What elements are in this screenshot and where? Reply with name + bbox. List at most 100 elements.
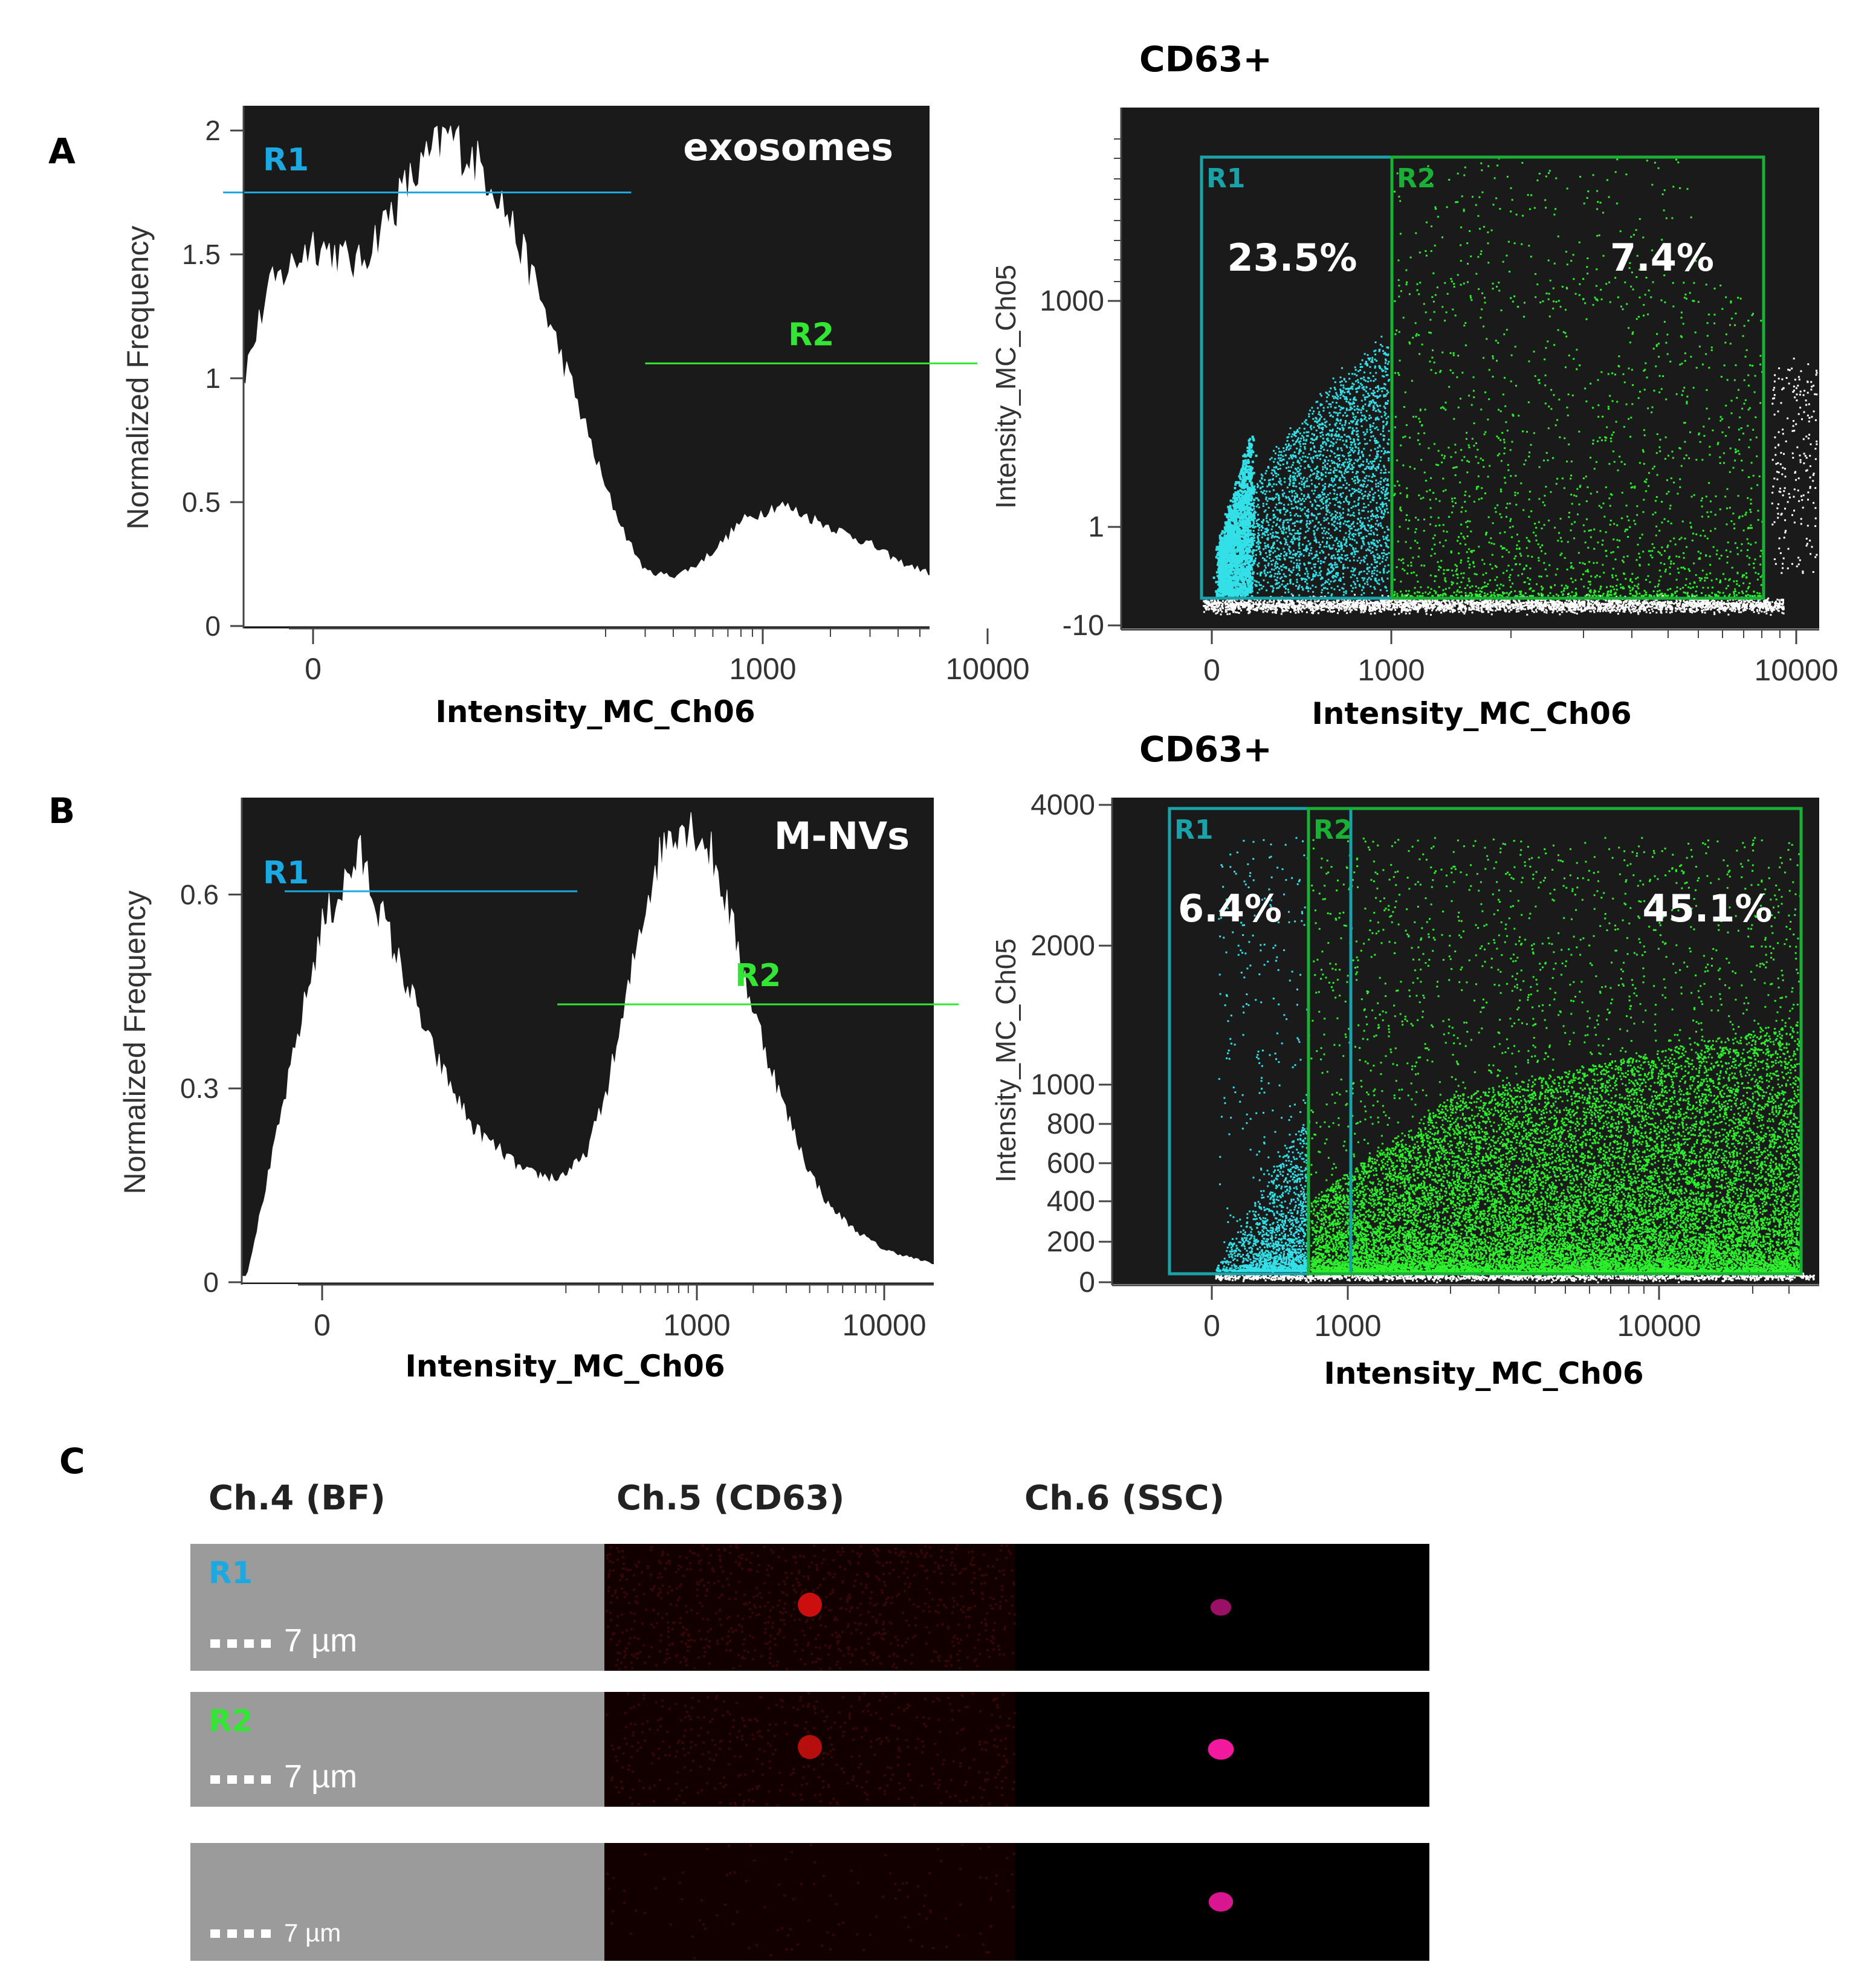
hist-a-xlabel: Intensity_MC_Ch06 bbox=[435, 694, 755, 729]
x-tick-label: 1000 bbox=[1357, 653, 1425, 687]
gate-r2-label: R2 bbox=[1313, 815, 1353, 845]
scatter-a-ylabel: Intensity_MC_Ch05 bbox=[990, 265, 1021, 509]
scale-bar-label: 7 µm bbox=[284, 1622, 357, 1659]
histogram-exosomes: R1 R2 exosomes 0 0.5 1 1.5 2 0 1000 10000 Intens… bbox=[48, 106, 1163, 729]
scatter-a-gates-group: R1 R2 bbox=[1200, 155, 1765, 600]
scale-bar-segment bbox=[261, 1929, 271, 1938]
scale-bar-segment bbox=[244, 1639, 254, 1648]
scatter-points bbox=[1215, 1120, 1310, 1272]
hist-b-axes-group: 0 0.3 0.6 0 1000 10000 bbox=[180, 798, 934, 1342]
scatter-points bbox=[1393, 157, 1697, 304]
column-header-cd63: Ch.5 (CD63) bbox=[616, 1479, 844, 1518]
gate-r1-rect bbox=[1168, 807, 1353, 1276]
hist-b-gates-group: R1 R2 bbox=[263, 855, 959, 1005]
scatter-a-r2-percent: 7.4% bbox=[1610, 236, 1714, 280]
cd63-spot bbox=[798, 1735, 822, 1760]
hist-b-title: M-NVs bbox=[774, 814, 910, 858]
y-tick-label: 800 bbox=[1047, 1108, 1095, 1140]
scatter-points bbox=[1393, 281, 1764, 597]
y-tick-label: 0.5 bbox=[182, 486, 221, 518]
y-tick-label: 200 bbox=[1047, 1226, 1095, 1258]
scatter-b-xlabel: Intensity_MC_Ch06 bbox=[1324, 1356, 1643, 1391]
scale-bar-segment bbox=[210, 1929, 220, 1938]
bf-image bbox=[190, 1843, 604, 1961]
hist-a-ylabel: Normalized Frequency bbox=[121, 226, 155, 530]
image-row: R1 7 µm bbox=[190, 1544, 1429, 1671]
scale-bar-label: 7 µm bbox=[284, 1758, 357, 1795]
scale-bar-segment bbox=[227, 1639, 237, 1648]
bf-image bbox=[190, 1544, 604, 1671]
scatter-b-ylabel: Intensity_MC_Ch05 bbox=[990, 938, 1021, 1183]
gate-r1-label: R1 bbox=[1174, 815, 1214, 845]
x-tick-label: 10000 bbox=[945, 652, 1029, 686]
column-header-ssc: Ch.6 (SSC) bbox=[1024, 1479, 1224, 1518]
x-tick-label: 0 bbox=[305, 652, 322, 686]
row-label: R2 bbox=[209, 1703, 253, 1738]
x-tick-label: 1000 bbox=[729, 652, 796, 686]
scatter-a-title: CD63+ bbox=[1139, 39, 1272, 80]
hist-a-title: exosomes bbox=[683, 125, 893, 169]
gate-r1-label: R1 bbox=[1206, 163, 1246, 194]
y-tick-label: 0 bbox=[1079, 1267, 1095, 1299]
cd63-spot bbox=[798, 1592, 822, 1617]
bf-image bbox=[190, 1692, 604, 1807]
y-tick-label: 0.3 bbox=[180, 1073, 219, 1104]
scale-bar-label: 7 µm bbox=[284, 1919, 341, 1947]
y-tick-label: 600 bbox=[1047, 1147, 1095, 1180]
image-row: R2 7 µm bbox=[190, 1692, 1429, 1807]
scatter-cd63-a: CD63+ R1 R2 0 1000 10000 -10 1 1000 Intensity_… bbox=[990, 39, 1839, 731]
cd63-image bbox=[604, 1843, 1015, 1961]
row-label: R1 bbox=[209, 1555, 253, 1590]
gate-r1-label: R1 bbox=[263, 855, 309, 891]
scatter-a-axes-group: 0 1000 10000 -10 1 1000 bbox=[1040, 108, 1839, 687]
scale-bar-segment bbox=[210, 1639, 220, 1648]
y-tick-label: -10 bbox=[1063, 610, 1104, 642]
y-tick-label: 0 bbox=[203, 1267, 219, 1298]
x-tick-label: 10000 bbox=[842, 1308, 926, 1342]
x-tick-label: 0 bbox=[1203, 653, 1220, 687]
scale-bar-segment bbox=[210, 1775, 220, 1784]
image-row: 7 µm bbox=[190, 1843, 1429, 1961]
y-tick-label: 2000 bbox=[1030, 930, 1095, 962]
scale-bar-segment bbox=[227, 1775, 237, 1784]
scatter-b-r2-percent: 45.1% bbox=[1642, 886, 1772, 931]
scatter-b-title: CD63+ bbox=[1139, 729, 1272, 770]
x-tick-label: 1000 bbox=[663, 1308, 730, 1342]
y-tick-label: 1 bbox=[205, 363, 221, 394]
y-tick-label: 1000 bbox=[1030, 1069, 1095, 1101]
hist-a-fill-group bbox=[48, 124, 1163, 627]
scatter-b-r1-percent: 6.4% bbox=[1178, 886, 1282, 931]
x-tick-label: 10000 bbox=[1617, 1309, 1701, 1343]
histogram-area bbox=[48, 124, 1163, 627]
gate-r2-label: R2 bbox=[1397, 163, 1436, 194]
y-tick-label: 1 bbox=[1088, 511, 1104, 543]
scale-bar-segment bbox=[227, 1929, 237, 1938]
y-tick-label: 1.5 bbox=[182, 239, 221, 270]
gate-r2-rect bbox=[1390, 155, 1765, 600]
ssc-spot bbox=[1208, 1892, 1234, 1912]
y-tick-label: 1000 bbox=[1040, 285, 1104, 317]
scatter-a-xlabel: Intensity_MC_Ch06 bbox=[1312, 696, 1631, 731]
histogram-mnvs: R1 R2 M-NVs 0 0.3 0.6 0 1000 10000 Intensity_M… bbox=[118, 798, 1007, 1384]
scatter-points bbox=[1310, 1020, 1802, 1274]
hist-a-gates-group: R1 R2 bbox=[223, 142, 977, 364]
hist-b-xlabel: Intensity_MC_Ch06 bbox=[405, 1349, 725, 1384]
y-tick-label: 2 bbox=[205, 115, 221, 146]
panel-label-b: B bbox=[48, 790, 75, 831]
ssc-spot bbox=[1208, 1738, 1234, 1760]
scatter-a-r1-percent: 23.5% bbox=[1227, 236, 1357, 280]
scatter-b-axes-group: 0 1000 10000 0 200 400 600 800 1000 2000 4000 bbox=[1030, 789, 1819, 1343]
scale-bar-segment bbox=[244, 1929, 254, 1938]
scatter-points bbox=[1212, 435, 1258, 598]
gate-r2-label: R2 bbox=[735, 958, 781, 994]
scatter-points bbox=[1217, 335, 1390, 597]
panel-label-c: C bbox=[59, 1441, 85, 1482]
image-rows-group: R1 7 µm R2 7 µm 7 µm bbox=[190, 1544, 1429, 1961]
scatter-cd63-b: CD63+ R1 R2 0 1000 10000 0 200 400 600 800 1000 20… bbox=[990, 729, 1819, 1391]
y-tick-label: 0 bbox=[205, 610, 221, 642]
hist-a-axes-group: 0 0.5 1 1.5 2 0 1000 10000 bbox=[182, 106, 1030, 686]
histogram-area bbox=[120, 812, 1007, 1283]
scale-bar-segment bbox=[261, 1775, 271, 1784]
x-tick-label: 0 bbox=[1203, 1309, 1220, 1343]
